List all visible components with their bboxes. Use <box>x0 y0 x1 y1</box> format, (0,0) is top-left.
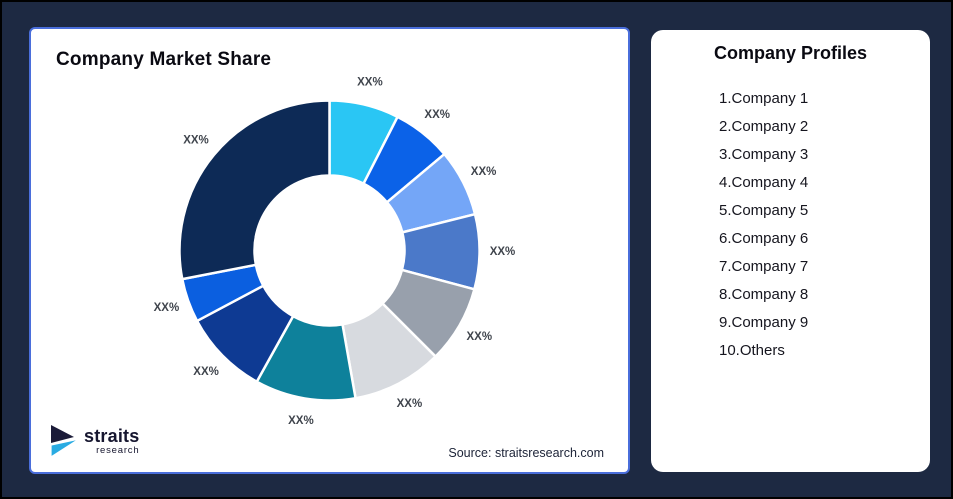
donut-segment-label-2: XX% <box>424 109 450 121</box>
profile-list-item-4: 4.Company 4 <box>719 174 809 191</box>
company-profiles-card: Company Profiles 1.Company 1 2.Company 2 3… <box>651 30 930 472</box>
straits-logo-icon <box>51 425 80 458</box>
profile-list-item-2: 2.Company 2 <box>719 118 809 135</box>
profile-list-item-7: 7.Company 7 <box>719 258 809 275</box>
donut-segment-label-9: XX% <box>154 302 180 314</box>
donut-segment-label-6: XX% <box>397 398 423 410</box>
profile-list-item-1: 1.Company 1 <box>719 90 809 107</box>
donut-segment-label-4: XX% <box>490 246 516 258</box>
chart-title: Company Market Share <box>56 49 272 70</box>
profile-list-item-10: 10.Others <box>719 342 785 359</box>
donut-segment-10 <box>178 99 331 281</box>
profile-list-item-5: 5.Company 5 <box>719 202 809 219</box>
donut-segment-label-1: XX% <box>357 76 383 88</box>
donut-segment-label-7: XX% <box>288 415 314 427</box>
profile-list-item-8: 8.Company 8 <box>719 286 809 303</box>
source-attribution: Source: straitsresearch.com <box>448 446 604 460</box>
profile-list-item-3: 3.Company 3 <box>719 146 809 163</box>
straits-research-logo: straits research <box>51 424 139 458</box>
profile-list-item-9: 9.Company 9 <box>719 314 809 331</box>
profiles-title: Company Profiles <box>713 43 868 63</box>
donut-segment-label-10: XX% <box>183 135 209 147</box>
market-share-card: Company Market Share XX% XX% XX% XX% XX% XX% X… <box>29 27 630 474</box>
profiles-list: 1.Company 1 2.Company 2 3.Company 3 4.Compa… <box>651 85 930 365</box>
profile-list-item-6: 6.Company 6 <box>719 230 809 247</box>
donut-segment-label-8: XX% <box>193 366 219 378</box>
donut-segment-label-3: XX% <box>471 166 497 178</box>
donut-chart: XX% XX% XX% XX% XX% XX% XX% XX% XX% XX% <box>154 76 516 427</box>
logo-brand-text: straits <box>84 426 140 446</box>
logo-sub-text: research <box>96 445 140 456</box>
donut-segment-label-5: XX% <box>467 331 493 343</box>
logo-text: straits research <box>84 427 139 456</box>
